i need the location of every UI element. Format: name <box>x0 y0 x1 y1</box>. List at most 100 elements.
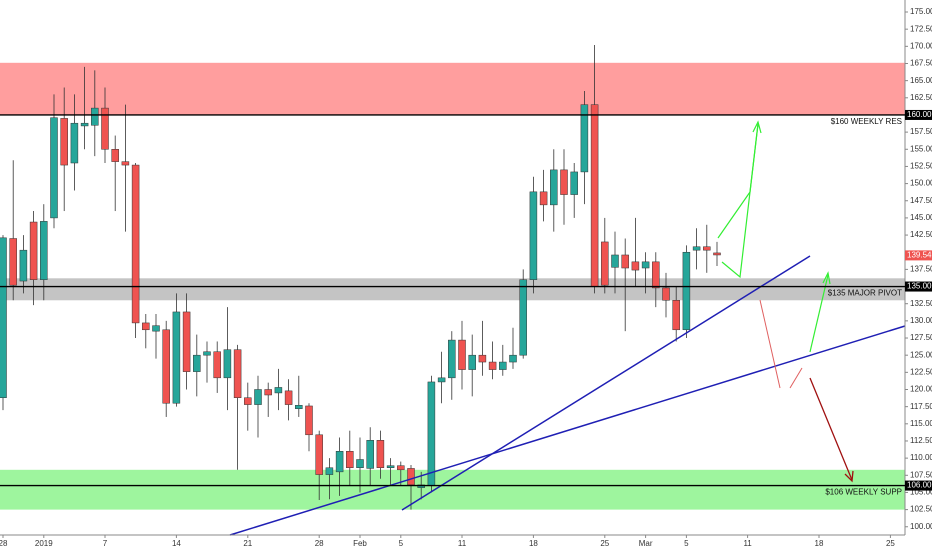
candle-body <box>631 261 640 271</box>
zone <box>0 62 905 115</box>
x-tick-label: 25 <box>886 539 895 548</box>
zone <box>0 469 905 510</box>
level-badge <box>905 480 932 491</box>
level-text: $160 WEEKLY RES <box>831 117 902 126</box>
y-tick-label: 112.50 <box>910 436 932 445</box>
y-tick-label: 162.50 <box>910 93 932 102</box>
candle-body <box>19 249 28 282</box>
x-tick-label: 21 <box>243 539 252 548</box>
candle-body <box>417 484 425 488</box>
y-tick-label: 142.50 <box>910 230 932 239</box>
candle-body <box>499 361 507 370</box>
green-arrow <box>721 123 759 279</box>
candle-body <box>70 122 79 164</box>
candle-body <box>468 354 476 370</box>
candle-body <box>9 238 17 286</box>
x-tick-label: 28 <box>315 539 324 548</box>
candle-body <box>182 311 191 372</box>
candle-body <box>193 354 201 372</box>
y-tick-label: 120.00 <box>910 385 932 394</box>
y-tick-label: 165.00 <box>910 76 932 85</box>
candle-body <box>152 325 160 332</box>
candle-body <box>60 118 68 166</box>
y-tick-label: 172.50 <box>910 24 932 33</box>
green-arrow <box>717 123 759 239</box>
candle-body <box>529 191 538 280</box>
trend-line <box>229 325 906 536</box>
candle-body <box>335 451 344 473</box>
candle-body <box>427 381 436 486</box>
arrow-head <box>752 120 762 134</box>
x-tick-label: 18 <box>815 539 824 548</box>
y-tick-label: 117.50 <box>910 402 932 411</box>
red-arrow <box>789 367 803 389</box>
candle-body <box>386 465 395 468</box>
last-price-label: 139.54 <box>907 250 932 259</box>
candle-body <box>233 349 242 398</box>
candle-body <box>101 107 109 150</box>
red-arrow <box>809 377 853 481</box>
zones <box>0 62 905 510</box>
candle-body <box>621 254 629 269</box>
candle-body <box>641 261 650 269</box>
candle-body <box>448 339 456 379</box>
level-text: $106 WEEKLY SUPP <box>825 488 902 497</box>
candle-body <box>692 246 701 251</box>
x-tick-label: 5 <box>399 539 404 548</box>
candle-body <box>376 440 385 468</box>
candle-body <box>356 459 364 468</box>
y-tick-label: 107.50 <box>910 470 932 479</box>
y-tick-label: 132.50 <box>910 299 932 308</box>
green-arrow <box>809 274 829 353</box>
candle-body <box>284 390 293 405</box>
y-tick-label: 115.00 <box>910 419 932 428</box>
x-tick-label: 11 <box>458 539 467 548</box>
candle-body <box>611 254 619 268</box>
candle-body <box>407 468 415 486</box>
x-tick-label: 18 <box>529 539 538 548</box>
candle-body <box>172 311 181 404</box>
y-tick-label: 175.00 <box>910 7 932 16</box>
candle-body <box>131 164 140 324</box>
y-tick-label: 170.00 <box>910 41 932 50</box>
candle-body <box>213 351 221 379</box>
arrow-head <box>822 271 831 285</box>
x-tick-label: Feb <box>353 539 367 548</box>
candle-body <box>550 169 558 206</box>
candle-body <box>478 354 487 363</box>
level-badge <box>905 109 932 120</box>
candle-body <box>437 377 446 383</box>
last-price-badge <box>905 250 932 261</box>
y-tick-label: 110.00 <box>910 453 932 462</box>
y-tick-label: 125.00 <box>910 350 932 359</box>
x-tick-label: 25 <box>600 539 609 548</box>
level-label: 106.00 <box>907 481 932 490</box>
candle-body <box>203 351 211 356</box>
candle-body <box>580 104 589 173</box>
candle-body <box>601 241 609 286</box>
candle-body <box>560 169 568 195</box>
candle-body <box>29 221 38 280</box>
candle-body <box>111 149 119 162</box>
y-tick-label: 137.50 <box>910 264 932 273</box>
arrow-head <box>844 470 854 483</box>
x-tick-label: 2019 <box>35 539 53 548</box>
candle-body <box>223 349 232 379</box>
level-badge <box>905 281 932 292</box>
candle-body <box>40 221 48 280</box>
x-tick-label: 5 <box>684 539 689 548</box>
candle-body <box>295 405 303 409</box>
candle-body <box>244 397 252 405</box>
x-tick-label: 28 <box>0 539 8 548</box>
drawings <box>229 120 906 536</box>
y-tick-label: 145.00 <box>910 213 932 222</box>
candle-body <box>397 465 405 471</box>
candle-body <box>570 171 578 195</box>
y-tick-label: 167.50 <box>910 59 932 68</box>
y-tick-label: 130.00 <box>910 316 932 325</box>
candle-body <box>121 161 130 166</box>
y-tick-label: 127.50 <box>910 333 932 342</box>
candle-body <box>662 287 670 301</box>
x-tick-label: 14 <box>172 539 181 548</box>
